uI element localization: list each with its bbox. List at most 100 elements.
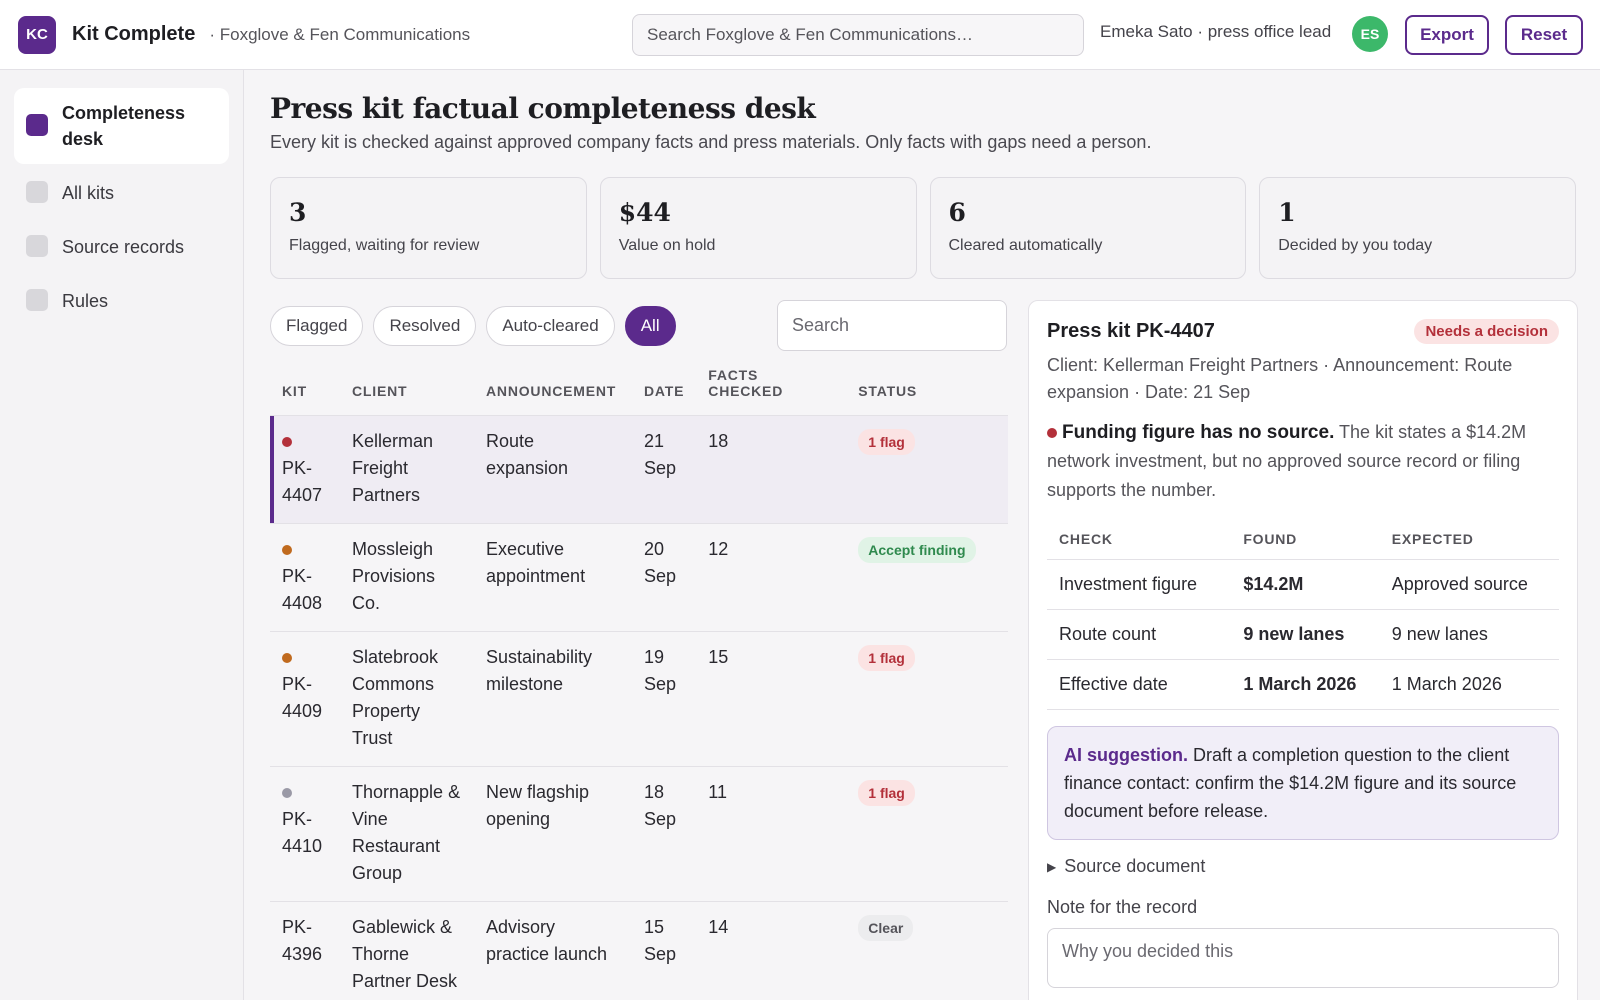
client-cell: Kellerman Freight Partners xyxy=(340,415,474,524)
status-cell: 1 flag xyxy=(846,766,1008,902)
check-expected: Approved source xyxy=(1379,559,1559,610)
filter-chips: Flagged Resolved Auto-cleared All xyxy=(270,306,676,346)
facts-cell: 14 xyxy=(696,901,847,1000)
date-cell: 18 Sep xyxy=(632,766,697,902)
detail-panel: Press kit PK-4407 Needs a decision Clien… xyxy=(1028,300,1578,1000)
sidebar-item-label: Source records xyxy=(62,237,185,257)
page-title: Press kit factual completeness desk xyxy=(270,92,816,125)
nav-square-icon xyxy=(26,289,48,311)
filter-chip-all[interactable]: All xyxy=(624,306,676,346)
nav-square-icon xyxy=(26,181,48,203)
ai-suggestion: AI suggestion. Draft a completion questi… xyxy=(1047,726,1559,840)
detail-header: Press kit PK-4407 Needs a decision xyxy=(1047,319,1559,344)
main-content: Press kit factual completeness desk Ever… xyxy=(270,70,1580,1000)
source-document-label: Source document xyxy=(1064,856,1206,876)
status-dot-icon xyxy=(282,545,292,555)
checks-table: CHECK FOUND EXPECTED Investment figure $… xyxy=(1047,519,1559,710)
check-row: Investment figure $14.2M Approved source xyxy=(1047,559,1559,610)
sidebar-item-label: Completeness desk xyxy=(62,103,186,149)
avatar[interactable]: ES xyxy=(1352,16,1388,52)
stat-card-flagged: 3 Flagged, waiting for review xyxy=(270,177,587,279)
client-cell: Gablewick & Thorne Partner Desk xyxy=(340,901,474,1000)
date-cell: 21 Sep xyxy=(632,415,697,524)
top-bar: KC Kit Complete · Foxglove & Fen Communi… xyxy=(0,0,1600,70)
stat-card-decided: 1 Decided by you today xyxy=(1259,177,1576,279)
check-name: Investment figure xyxy=(1047,559,1232,610)
stat-card-cleared: 6 Cleared automatically xyxy=(929,177,1247,279)
filter-chip-resolved[interactable]: Resolved xyxy=(373,306,477,346)
source-document-toggle[interactable]: ▶ Source document xyxy=(1047,856,1559,877)
detail-meta: Client: Kellerman Freight Partners · Ann… xyxy=(1047,355,1513,402)
check-expected: 1 March 2026 xyxy=(1379,659,1559,710)
date-cell: 19 Sep xyxy=(632,631,697,767)
announcement-cell: Route expansion xyxy=(474,415,632,524)
table-search-input[interactable] xyxy=(777,300,1007,351)
facts-cell: 15 xyxy=(696,631,847,767)
stat-value: 6 xyxy=(948,198,966,227)
check-name: Effective date xyxy=(1047,659,1232,710)
facts-cell: 11 xyxy=(696,766,847,902)
announcement-cell: Advisory practice launch xyxy=(474,901,632,1000)
column-header-facts-checked[interactable]: FACTS CHECKED xyxy=(696,367,847,416)
announcement-cell: New flagship opening xyxy=(474,766,632,902)
table-row[interactable]: PK-4407 Kellerman Freight Partners Route… xyxy=(270,415,1008,524)
status-cell: Clear xyxy=(846,901,1008,1000)
column-header-kit[interactable]: KIT xyxy=(270,367,340,416)
kit-cell: PK-4408 xyxy=(270,523,340,632)
ai-suggestion-text: Draft a completion question to the clien… xyxy=(1064,745,1517,821)
sidebar-item-all-kits[interactable]: All kits xyxy=(14,168,229,218)
user-label: Emeka Sato · press office lead xyxy=(1100,22,1332,41)
client-cell: Thornapple & Vine Restaurant Group xyxy=(340,766,474,902)
export-button[interactable]: Export xyxy=(1405,15,1489,55)
detail-title: Press kit PK-4407 xyxy=(1047,320,1215,342)
stat-value: 1 xyxy=(1278,198,1296,227)
filter-chip-auto-cleared[interactable]: Auto-cleared xyxy=(486,306,615,346)
sidebar-item-label: Rules xyxy=(62,291,109,311)
sidebar-item-rules[interactable]: Rules xyxy=(14,276,229,326)
finding-summary: Funding figure has no source. The kit st… xyxy=(1047,418,1559,505)
check-found: $14.2M xyxy=(1231,559,1380,610)
kit-id: PK-4409 xyxy=(282,674,323,721)
check-name: Route count xyxy=(1047,609,1232,660)
status-cell: Accept finding xyxy=(846,523,1008,632)
status-cell: 1 flag xyxy=(846,631,1008,767)
status-dot-icon xyxy=(282,788,292,798)
column-header-announcement[interactable]: ANNOUNCEMENT xyxy=(474,367,632,416)
org-name: · Foxglove & Fen Communications xyxy=(209,24,471,44)
status-dot-icon xyxy=(282,653,292,663)
stat-label: Value on hold xyxy=(618,237,716,254)
sidebar-item-label: All kits xyxy=(62,183,115,203)
column-header-found: FOUND xyxy=(1231,519,1380,560)
check-found: 9 new lanes xyxy=(1231,609,1380,660)
status-cell: 1 flag xyxy=(846,415,1008,524)
note-input[interactable] xyxy=(1047,928,1559,988)
check-expected: 9 new lanes xyxy=(1379,609,1559,660)
finding-title: Funding figure has no source. xyxy=(1062,422,1335,443)
global-search-input[interactable]: Search Foxglove & Fen Communications… xyxy=(632,14,1084,56)
filter-chip-flagged[interactable]: Flagged xyxy=(270,306,364,346)
column-header-date[interactable]: DATE xyxy=(632,367,697,416)
table-row[interactable]: PK-4410 Thornapple & Vine Restaurant Gro… xyxy=(270,766,1008,902)
status-badge: 1 flag xyxy=(858,780,915,806)
reset-button[interactable]: Reset xyxy=(1505,15,1583,55)
stats-row: 3 Flagged, waiting for review $44 Value … xyxy=(270,177,1576,279)
stat-card-value-on-hold: $44 Value on hold xyxy=(599,177,917,279)
kit-id: PK-4408 xyxy=(282,566,323,613)
stat-label: Flagged, waiting for review xyxy=(289,237,480,254)
ai-suggestion-label: AI suggestion. xyxy=(1064,745,1189,765)
column-header-status[interactable]: STATUS xyxy=(846,367,1008,416)
client-cell: Mossleigh Provisions Co. xyxy=(340,523,474,632)
table-row[interactable]: PK-4409 Slatebrook Commons Property Trus… xyxy=(270,631,1008,767)
sidebar-item-source-records[interactable]: Source records xyxy=(14,222,229,272)
column-header-client[interactable]: CLIENT xyxy=(340,367,474,416)
check-row: Effective date 1 March 2026 1 March 2026 xyxy=(1047,659,1559,710)
table-row[interactable]: PK-4408 Mossleigh Provisions Co. Executi… xyxy=(270,523,1008,632)
date-cell: 15 Sep xyxy=(632,901,697,1000)
app-logo: KC xyxy=(18,15,56,54)
sidebar-item-completeness-desk[interactable]: Completeness desk xyxy=(14,88,229,164)
nav-square-icon xyxy=(26,114,48,136)
kit-cell: PK-4396 xyxy=(270,901,340,1000)
stat-label: Cleared automatically xyxy=(948,237,1103,254)
table-row[interactable]: PK-4396 Gablewick & Thorne Partner Desk … xyxy=(270,901,1008,1000)
caret-right-icon: ▶ xyxy=(1047,859,1057,874)
